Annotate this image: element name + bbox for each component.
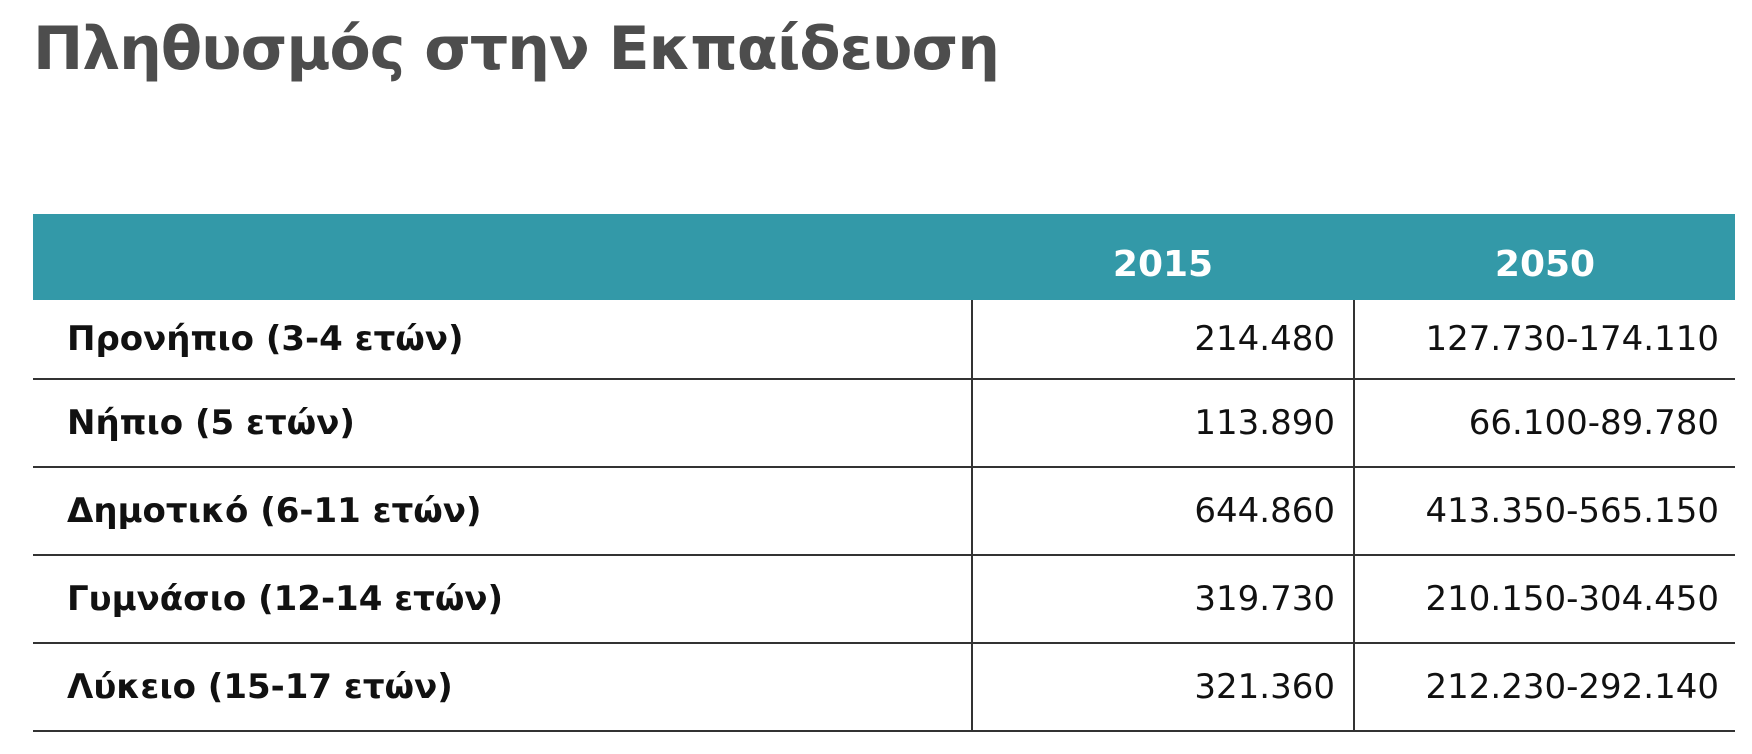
cell-value: 66.100-89.780 (1468, 403, 1719, 443)
cell-value: 644.860 (1194, 491, 1335, 531)
row-divider (33, 466, 1735, 468)
column-header: 2015 (1112, 244, 1214, 285)
row-divider (33, 378, 1735, 380)
column-header: 2050 (1494, 244, 1596, 285)
column-divider (1353, 300, 1355, 731)
cell-value: 321.360 (1194, 667, 1335, 707)
table-header-band (33, 214, 1735, 300)
cell-value: 210.150-304.450 (1425, 579, 1719, 619)
cell-value: 113.890 (1194, 403, 1335, 443)
row-label: Προνήπιο (3-4 ετών) (67, 319, 464, 359)
row-label: Λύκειο (15-17 ετών) (67, 667, 453, 707)
cell-value: 319.730 (1194, 579, 1335, 619)
row-divider (33, 642, 1735, 644)
row-label: Γυμνάσιο (12-14 ετών) (67, 579, 504, 619)
row-label: Νήπιο (5 ετών) (67, 403, 355, 443)
row-divider (33, 730, 1735, 732)
page-title: Πληθυσμός στην Εκπαίδευση (33, 14, 1000, 84)
column-divider (971, 300, 973, 731)
cell-value: 212.230-292.140 (1425, 667, 1719, 707)
cell-value: 413.350-565.150 (1425, 491, 1719, 531)
cell-value: 214.480 (1194, 319, 1335, 359)
row-divider (33, 554, 1735, 556)
row-label: Δημοτικό (6-11 ετών) (67, 491, 482, 531)
cell-value: 127.730-174.110 (1425, 319, 1719, 359)
